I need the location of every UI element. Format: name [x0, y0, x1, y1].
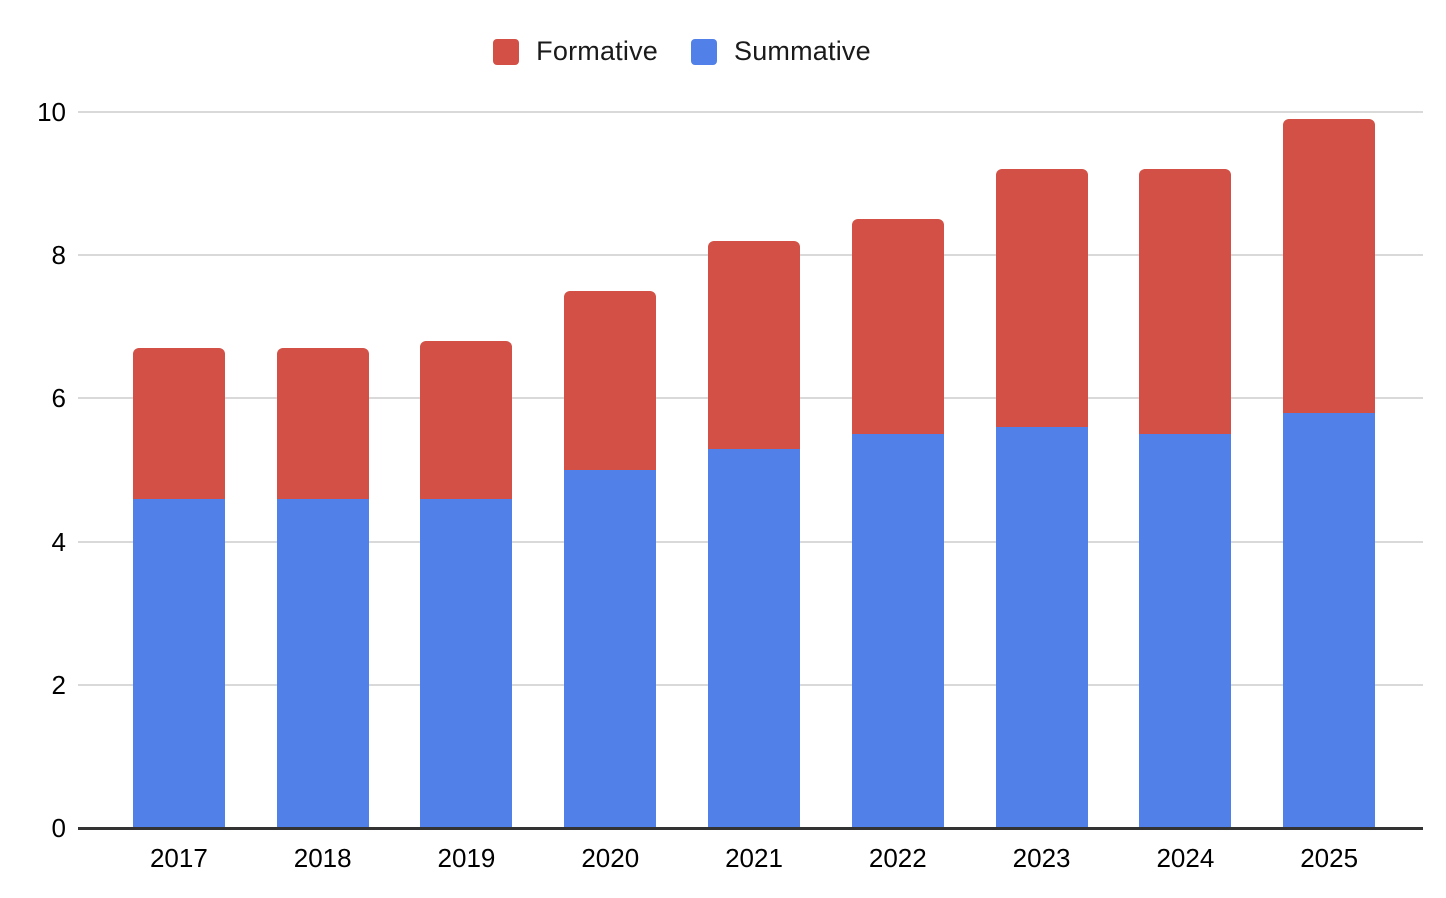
bar-segment-summative-2024	[1139, 434, 1232, 828]
stacked-bar-2023	[995, 169, 1088, 828]
bar-segment-formative-2024	[1139, 169, 1232, 435]
bar-column-2022	[826, 112, 970, 828]
bar-column-2017	[107, 112, 251, 828]
stacked-bar-2022	[851, 219, 944, 828]
bar-segment-summative-2018	[276, 498, 369, 828]
bar-segment-formative-2018	[276, 348, 369, 499]
x-tick-label-2024: 2024	[1156, 843, 1215, 873]
chart-legend: Formative Summative	[0, 36, 1364, 67]
x-tick-label-2021: 2021	[725, 843, 783, 873]
y-tick-label-6: 6	[51, 383, 66, 414]
x-tick-label-2025: 2025	[1300, 843, 1359, 873]
x-axis-baseline	[78, 826, 1423, 830]
bar-column-2018	[251, 112, 395, 828]
gridline-y-10	[78, 111, 1423, 113]
bar-column-2024	[1113, 112, 1257, 828]
bar-segment-formative-2021	[708, 240, 801, 449]
y-tick-label-0: 0	[51, 813, 66, 843]
bar-segment-summative-2025	[1283, 412, 1376, 828]
bar-column-2021	[682, 112, 826, 828]
legend-swatch-formative	[493, 38, 520, 65]
bar-column-2023	[970, 112, 1114, 828]
legend-item-formative: Formative	[493, 36, 658, 67]
x-tick-label-2022: 2022	[868, 843, 927, 873]
bar-segment-formative-2017	[132, 348, 225, 499]
bar-column-2019	[395, 112, 539, 828]
x-tick-label-2018: 2018	[293, 843, 352, 873]
y-axis-labels: 0 2 4 6 8 10	[0, 97, 66, 843]
x-axis-labels: 2017 2018 2019 2020 2021 2022 2023 2024 2025	[107, 843, 1401, 874]
bar-column-2020	[538, 112, 682, 828]
stacked-bar-2019	[420, 341, 513, 828]
stacked-bar-2021	[708, 240, 801, 828]
legend-label-formative: Formative	[536, 36, 658, 66]
legend-label-summative: Summative	[733, 36, 871, 66]
plot-area	[78, 111, 1423, 830]
bar-column-2025	[1257, 112, 1401, 828]
legend-item-summative: Summative	[690, 36, 871, 67]
x-tick-label-2019: 2019	[437, 843, 496, 873]
bar-segment-summative-2017	[132, 498, 225, 828]
bar-segment-summative-2023	[995, 427, 1088, 828]
bars-layer	[107, 112, 1401, 828]
bar-segment-formative-2020	[564, 291, 657, 470]
bar-segment-summative-2021	[708, 448, 801, 828]
y-tick-label-8: 8	[51, 240, 66, 271]
x-tick-label-2017: 2017	[149, 843, 208, 873]
bar-segment-summative-2022	[851, 434, 944, 828]
x-tick-label-2023: 2023	[1012, 843, 1071, 873]
legend-swatch-summative	[690, 38, 717, 65]
x-tick-label-2020: 2020	[581, 843, 640, 873]
bar-segment-formative-2019	[420, 341, 513, 499]
y-tick-label-10: 10	[37, 97, 66, 127]
bar-segment-formative-2023	[995, 169, 1088, 428]
bar-segment-summative-2020	[564, 470, 657, 828]
bar-segment-formative-2022	[851, 219, 944, 435]
y-tick-label-4: 4	[51, 526, 66, 557]
y-tick-label-2: 2	[51, 669, 66, 700]
bar-segment-formative-2025	[1283, 119, 1376, 413]
stacked-bar-2025	[1283, 119, 1376, 828]
bar-segment-summative-2019	[420, 498, 513, 828]
stacked-bar-2024	[1139, 169, 1232, 828]
stacked-bar-2020	[564, 291, 657, 828]
stacked-bar-2017	[132, 348, 225, 828]
stacked-bar-2018	[276, 348, 369, 828]
